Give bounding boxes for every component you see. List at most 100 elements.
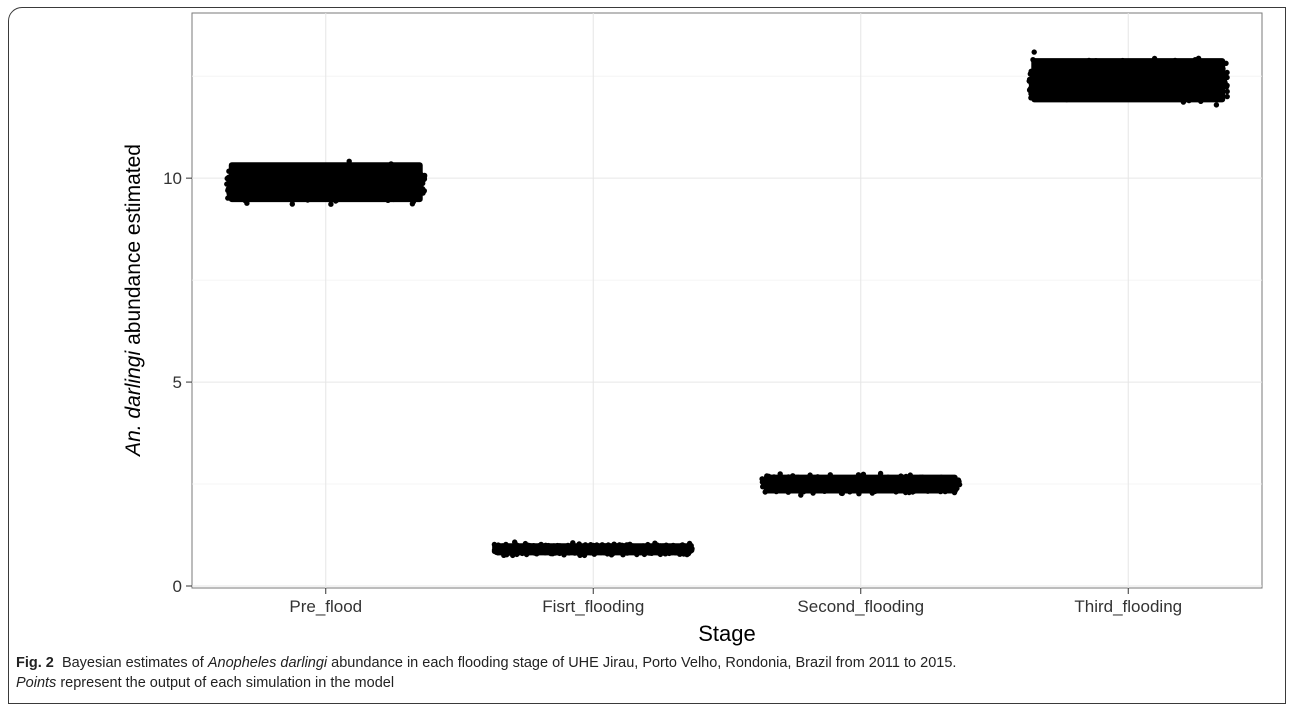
data-point — [319, 173, 324, 178]
data-point — [1047, 59, 1052, 64]
data-point — [663, 551, 668, 556]
data-point — [1103, 72, 1108, 77]
data-point — [1198, 99, 1203, 104]
data-point — [1079, 91, 1084, 96]
data-point — [1159, 76, 1164, 81]
data-point — [410, 201, 415, 206]
data-point — [1219, 69, 1224, 74]
data-point — [1126, 72, 1131, 77]
data-point — [856, 472, 861, 477]
data-point — [284, 188, 289, 193]
data-point — [1046, 85, 1051, 90]
data-point — [405, 195, 410, 200]
data-point — [1177, 69, 1182, 74]
y-tick-label: 5 — [173, 373, 182, 392]
data-point — [1202, 83, 1207, 88]
data-point — [263, 172, 268, 177]
data-point — [1117, 86, 1122, 91]
data-point — [570, 541, 575, 546]
x-axis-title: Stage — [698, 621, 756, 646]
y-axis-ticks: 0 5 10 — [163, 169, 192, 596]
data-point — [343, 181, 348, 186]
data-point — [1148, 81, 1153, 86]
data-point — [496, 546, 501, 551]
data-point — [391, 193, 396, 198]
data-point — [396, 166, 401, 171]
data-point — [310, 194, 315, 199]
data-point — [235, 190, 240, 195]
data-point — [1187, 93, 1192, 98]
data-point — [1215, 97, 1220, 102]
data-point — [259, 182, 264, 187]
data-point — [394, 179, 399, 184]
figure-caption: Fig. 2 Bayesian estimates of Anopheles d… — [16, 653, 1276, 693]
data-point — [333, 198, 338, 203]
data-point — [1148, 73, 1153, 78]
data-point — [830, 479, 835, 484]
data-point — [1064, 97, 1069, 102]
data-point — [1225, 94, 1230, 99]
x-tick-label: Second_flooding — [797, 597, 924, 616]
data-point — [1055, 61, 1060, 66]
data-point — [870, 485, 875, 490]
data-point — [764, 482, 769, 487]
data-point — [410, 182, 415, 187]
data-point — [927, 480, 932, 485]
data-point — [279, 170, 284, 175]
data-point — [832, 484, 837, 489]
data-point — [1188, 80, 1193, 85]
data-point — [384, 163, 389, 168]
data-point — [331, 179, 336, 184]
data-point — [297, 182, 302, 187]
data-point — [1053, 85, 1058, 90]
data-point — [1165, 91, 1170, 96]
data-point — [538, 543, 543, 548]
data-point — [1197, 63, 1202, 68]
data-point — [1100, 90, 1105, 95]
x-tick-label: Fisrt_flooding — [542, 597, 644, 616]
data-point — [523, 548, 528, 553]
data-point — [385, 191, 390, 196]
data-point — [1160, 60, 1165, 65]
scatter-chart: 0 5 10 Pre_flood Fisrt_flooding Second_flood… — [0, 0, 1293, 650]
data-point — [1083, 70, 1088, 75]
data-point — [388, 161, 393, 166]
data-point — [309, 179, 314, 184]
data-point — [544, 546, 549, 551]
data-point — [862, 483, 867, 488]
data-point — [349, 177, 354, 182]
data-point — [379, 191, 384, 196]
data-point — [565, 543, 570, 548]
data-point — [1054, 95, 1059, 100]
data-point — [812, 481, 817, 486]
data-point — [1059, 91, 1064, 96]
data-point — [768, 477, 773, 482]
data-point — [293, 191, 298, 196]
data-point — [346, 196, 351, 201]
data-point — [1036, 93, 1041, 98]
data-point — [380, 181, 385, 186]
data-point — [1070, 78, 1075, 83]
y-axis-title-rest: abundance estimated — [122, 144, 145, 345]
data-point — [228, 175, 233, 180]
y-tick-label: 0 — [173, 577, 182, 596]
x-tick-label: Third_flooding — [1074, 597, 1182, 616]
data-point — [310, 171, 315, 176]
data-point — [1069, 91, 1074, 96]
data-point — [778, 471, 783, 476]
data-point — [1086, 58, 1091, 63]
data-point — [242, 198, 247, 203]
data-point — [232, 171, 237, 176]
data-point — [1121, 73, 1126, 78]
data-point — [1030, 57, 1035, 62]
data-point — [329, 188, 334, 193]
data-point — [362, 174, 367, 179]
data-point — [285, 174, 290, 179]
data-point — [253, 176, 258, 181]
data-point — [828, 472, 833, 477]
data-point — [534, 551, 539, 556]
data-point — [1193, 57, 1198, 62]
data-point — [935, 479, 940, 484]
data-point — [1066, 66, 1071, 71]
point-cluster-Third_flooding — [1027, 49, 1230, 107]
